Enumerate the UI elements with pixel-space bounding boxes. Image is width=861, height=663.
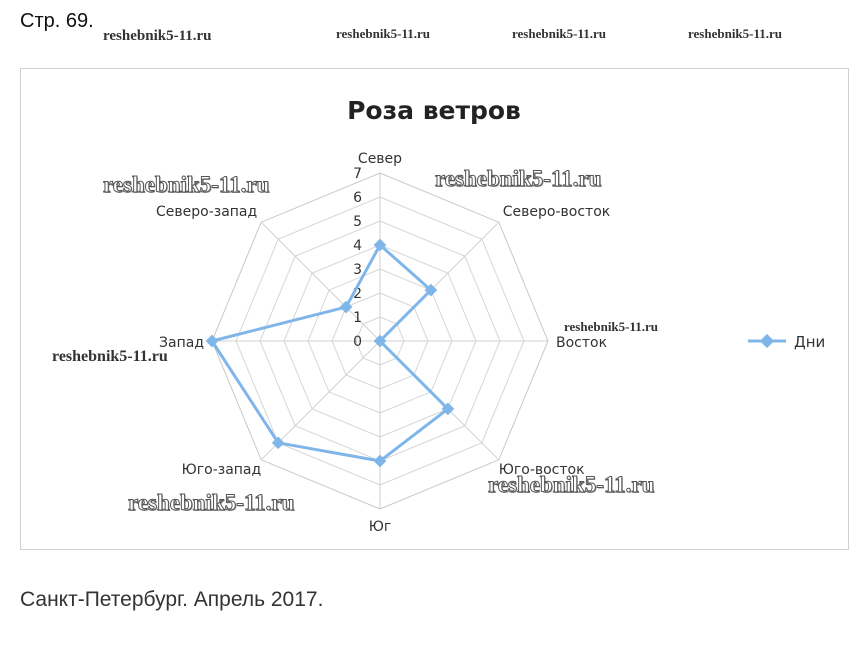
data-point [271,436,285,450]
watermark-text: reshebnik5-11.ru [127,490,295,516]
data-point [339,300,353,314]
legend: Дни [748,333,825,351]
category-label: Восток [556,335,607,351]
legend-label: Дни [794,333,825,351]
series-line [210,243,450,463]
watermark-text: reshebnik5-11.ru [336,26,431,41]
data-point [373,238,387,252]
radial-tick-label: 3 [353,262,362,278]
legend-diamond-marker [759,333,775,349]
data-point [424,283,438,297]
chart-title: Роза ветров [347,96,521,125]
radial-tick-label: 6 [353,190,362,206]
radial-tick-label: 4 [353,238,362,254]
radial-tick-label: 7 [353,166,362,182]
data-point [373,454,387,468]
category-labels: Север Северо-восток Восток Юго-восток Юг Юго-… [156,151,610,535]
page-label: Стр. 69. [20,10,94,32]
category-label: Юго-восток [499,462,585,478]
radial-tick-label: 0 [353,334,362,350]
radar-chart: Роза ветров 0 1 2 3 4 5 6 7 Север Северо-восток В… [156,96,825,535]
watermark-text: reshebnik5-11.ru [688,26,783,41]
watermark-text: reshebnik5-11.ru [434,166,602,192]
series-layer [205,238,455,468]
radial-tick-label: 2 [353,286,362,302]
data-point [205,334,219,348]
radial-tick-label: 1 [353,310,362,326]
category-label: Юго-запад [182,462,262,478]
watermark-text: reshebnik5-11.ru [487,472,655,498]
category-label: Север [358,151,402,167]
grid-spoke [260,221,381,342]
caption: Санкт-Петербург. Апрель 2017. [20,588,324,611]
watermark-text: reshebnik5-11.ru [52,348,168,365]
watermark-text: reshebnik5-11.ru [564,319,659,334]
watermark-text: reshebnik5-11.ru [102,172,270,198]
radial-tick-label: 5 [353,214,362,230]
radial-axis-ticks: 0 1 2 3 4 5 6 7 [353,166,362,350]
watermark-text: reshebnik5-11.ru [512,26,607,41]
data-point [373,334,387,348]
category-label: Запад [159,335,204,351]
chart-area: Роза ветров 0 1 2 3 4 5 6 7 Север Северо-восток В… [20,68,849,550]
data-point [441,402,455,416]
category-label: Северо-восток [503,204,610,220]
category-label: Северо-запад [156,204,257,220]
watermark-text: reshebnik5-11.ru [103,28,212,44]
category-label: Юг [369,519,391,535]
